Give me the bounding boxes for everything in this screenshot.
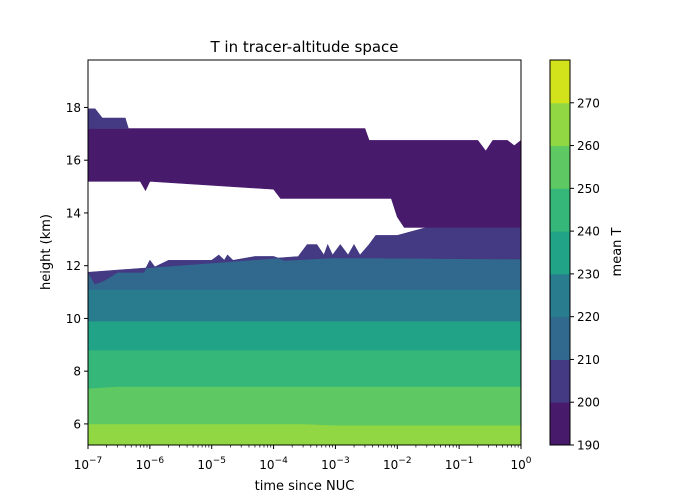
colorbar-segment-270	[550, 60, 570, 104]
x-tick-label-4: 10−3	[321, 456, 350, 472]
colorbar-label: mean T	[610, 227, 625, 276]
colorbar-tick-label-210: 210	[577, 353, 600, 367]
colorbar-segment-240	[550, 188, 570, 232]
y-tick-label-4: 14	[66, 206, 81, 220]
y-axis: 6 8 10 12 14 16 18	[66, 101, 88, 431]
colorbar-segment-190	[550, 402, 570, 446]
plot-frame	[87, 59, 522, 446]
x-axis-label: time since NUC	[255, 479, 355, 494]
y-tick-label-5: 16	[66, 154, 81, 168]
colorbar-tick-label-220: 220	[577, 310, 600, 324]
x-tick-label-7: 100	[510, 456, 531, 472]
contour-band-220-230-4	[88, 289, 521, 322]
colorbar-frame	[549, 59, 571, 446]
colorbar-tick-label-250: 250	[577, 182, 600, 196]
colorbar-tick-label-200: 200	[577, 396, 600, 410]
colorbar-segment-230	[550, 231, 570, 275]
colorbar-tick-label-190: 190	[577, 439, 600, 453]
y-tick-label-0: 6	[73, 417, 81, 431]
x-tick-label-0: 10−7	[74, 456, 103, 472]
contour-band-200-210-8	[88, 108, 129, 129]
x-tick-label-3: 10−4	[259, 456, 288, 472]
colorbar-segment-250	[550, 145, 570, 189]
x-tick-label-2: 10−5	[197, 456, 226, 472]
colorbar-tick-label-230: 230	[577, 267, 600, 281]
chart-title: T in tracer-altitude space	[209, 38, 398, 56]
contour-band-190-200-7	[88, 128, 521, 228]
contour-bands	[88, 108, 521, 445]
colorbar-tick-label-270: 270	[577, 96, 600, 110]
y-tick-label-1: 8	[73, 365, 81, 379]
contour-band-250-260-1	[88, 386, 521, 426]
y-tick-label-3: 12	[66, 259, 81, 273]
x-axis: 10−7 10−6 10−5 10−4 10−3 10−2 10−1 100	[74, 445, 532, 472]
y-tick-label-6: 18	[66, 101, 81, 115]
colorbar-segment-200	[550, 359, 570, 403]
colorbar-segment-260	[550, 102, 570, 147]
contour-band-260-270-0	[88, 423, 521, 445]
y-axis-label: height (km)	[39, 214, 54, 290]
colorbar-tick-label-260: 260	[577, 139, 600, 153]
x-tick-label-1: 10−6	[136, 456, 165, 472]
colorbar-segment-210	[550, 316, 570, 360]
contour-band-240-250-2	[88, 349, 521, 389]
colorbar-segment-220	[550, 273, 570, 318]
colorbar-tick-label-240: 240	[577, 225, 600, 239]
x-tick-label-5: 10−2	[383, 456, 412, 472]
contour-band-230-240-3	[88, 320, 521, 351]
colorbar: 190 200 210 220 230 240 250 260 270	[549, 59, 600, 453]
x-tick-label-6: 10−1	[445, 456, 474, 472]
contour-band-200-210-6	[88, 227, 521, 285]
y-tick-label-2: 10	[66, 312, 81, 326]
